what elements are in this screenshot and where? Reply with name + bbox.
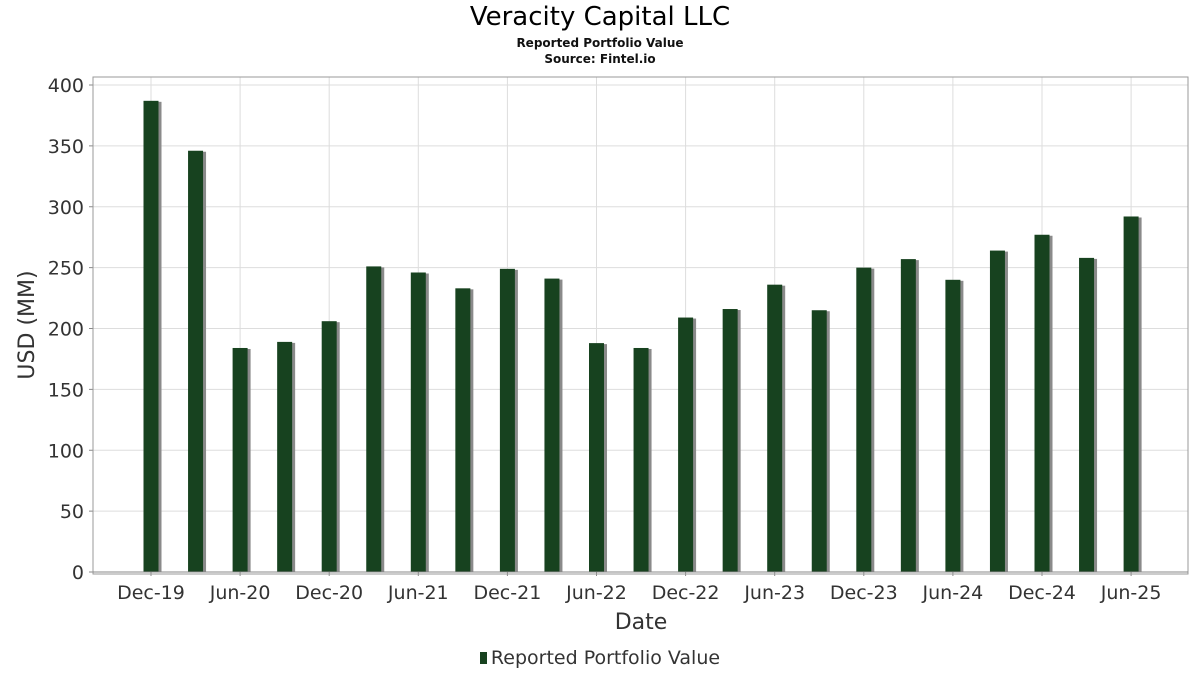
bar-Dec-20	[321, 321, 337, 572]
y-tick-label: 350	[48, 136, 84, 158]
x-tick-label: Jun-20	[209, 582, 271, 604]
bar-Dec-21	[499, 268, 515, 572]
bar-Dec-23	[856, 267, 872, 572]
bar-Sep-24	[989, 250, 1005, 572]
x-tick-label: Jun-23	[743, 582, 805, 604]
y-tick-label: 150	[48, 379, 84, 401]
y-tick-labels: 0 50 100 150 200 250 300 350 400	[48, 75, 84, 584]
y-tick-label: 200	[48, 319, 84, 341]
y-tick-label: 50	[60, 501, 84, 523]
x-tick-label: Jun-21	[387, 582, 449, 604]
bar-Mar-20	[188, 150, 204, 572]
bar-Sep-20	[277, 341, 293, 572]
y-tick-label: 300	[48, 197, 84, 219]
x-tick-label: Jun-22	[565, 582, 627, 604]
bar-Mar-23	[722, 309, 738, 572]
x-tick-label: Jun-24	[922, 582, 984, 604]
bar-Dec-24	[1034, 234, 1050, 572]
y-tick-label: 400	[48, 75, 84, 97]
x-tick-label: Jun-25	[1100, 582, 1162, 604]
x-tick-label: Dec-24	[1008, 582, 1076, 604]
y-tick-label: 100	[48, 440, 84, 462]
bar-Mar-22	[544, 278, 560, 572]
chart-title: Veracity Capital LLC	[469, 2, 731, 32]
x-tick-label: Dec-21	[473, 582, 541, 604]
x-axis-title: Date	[615, 610, 668, 635]
bar-Sep-21	[455, 288, 471, 572]
bar-Jun-22	[589, 343, 604, 572]
x-tick-label: Dec-23	[830, 582, 898, 604]
x-tick-label: Dec-19	[117, 582, 185, 604]
x-tick-labels: Dec-19 Jun-20 Dec-20 Jun-21 Dec-21 Jun-22 Dec-…	[117, 582, 1161, 604]
bar-Sep-22	[633, 347, 649, 572]
chart-subtitle: Reported Portfolio Value	[516, 36, 684, 50]
bar-Mar-25	[1079, 257, 1095, 572]
bar-Jun-20	[232, 347, 248, 572]
bar-Jun-24	[945, 279, 961, 572]
legend-swatch	[479, 652, 487, 664]
bar-Dec-22	[678, 317, 694, 572]
x-tick-label: Dec-22	[652, 582, 720, 604]
bar-Sep-23	[811, 310, 827, 572]
y-axis-title: USD (MM)	[15, 270, 40, 379]
legend-label: Reported Portfolio Value	[490, 647, 721, 669]
bars-group	[93, 100, 1188, 573]
y-tick-label: 0	[72, 562, 84, 584]
x-tick-label: Dec-20	[295, 582, 363, 604]
bar-Mar-24	[900, 259, 916, 572]
legend: Reported Portfolio Value	[0, 647, 1200, 669]
bar-Jun-25	[1123, 216, 1139, 573]
bar-Jun-23	[767, 284, 783, 572]
bar-Jun-21	[410, 272, 426, 572]
y-tick-label: 250	[48, 258, 84, 280]
chart-source: Source: Fintel.io	[544, 52, 656, 66]
plot-area-border	[92, 76, 1189, 575]
bar-Mar-21	[366, 266, 382, 572]
bar-Dec-19	[143, 100, 159, 572]
